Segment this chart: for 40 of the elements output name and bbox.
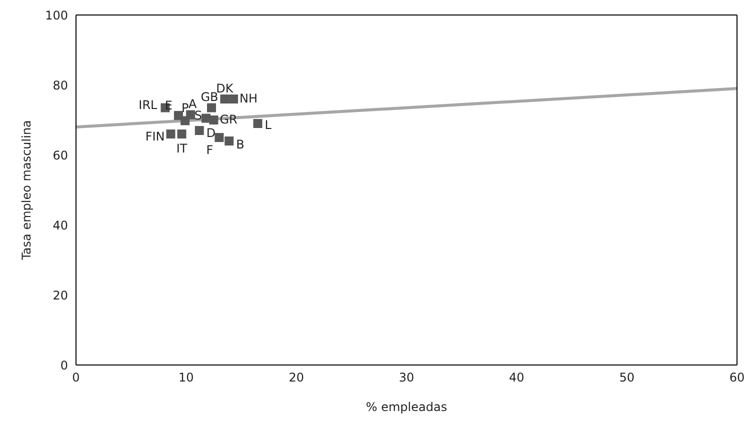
point (224, 136, 234, 146)
y-tick-label: 100 (45, 8, 68, 22)
annotation: DK (216, 81, 234, 96)
point (253, 119, 262, 128)
y-tick-label: 0 (60, 358, 68, 372)
annotation: FIN (145, 129, 165, 144)
annotation: L (264, 118, 272, 132)
annotation: F (206, 142, 214, 157)
x-tick-label: 40 (509, 370, 524, 385)
point (220, 94, 230, 104)
annotation: IRL (138, 98, 158, 112)
x-tick-label: 60 (729, 370, 745, 385)
x-tick-label: 10 (178, 370, 194, 385)
point (207, 103, 216, 112)
point (229, 94, 238, 104)
annotation: S (194, 108, 202, 123)
point (209, 116, 218, 124)
annotation: B (236, 137, 244, 152)
y-tick-label: 20 (52, 288, 68, 302)
point (214, 133, 224, 142)
y-axis-title: Tasa empleo masculina (19, 120, 34, 261)
point (166, 130, 176, 138)
point (177, 130, 186, 138)
annotation: P (181, 100, 189, 115)
y-tick-label: 60 (52, 148, 68, 162)
annotation: NH (240, 91, 258, 106)
x-tick-label: 0 (72, 370, 80, 385)
annotation: GB (200, 90, 218, 104)
point (194, 126, 204, 135)
x-tick-label: 50 (619, 370, 634, 385)
y-tick-label: 40 (52, 218, 68, 232)
annotation: A (188, 97, 198, 112)
y-tick-label: 80 (52, 78, 68, 92)
point (180, 116, 190, 126)
x-tick-label: 30 (398, 370, 414, 385)
x-axis-title: % empleadas (366, 400, 448, 414)
x-tick-label: 20 (288, 370, 304, 385)
annotation: IT (176, 141, 188, 156)
annotation: D (206, 126, 216, 140)
annotation: GR (220, 112, 238, 126)
